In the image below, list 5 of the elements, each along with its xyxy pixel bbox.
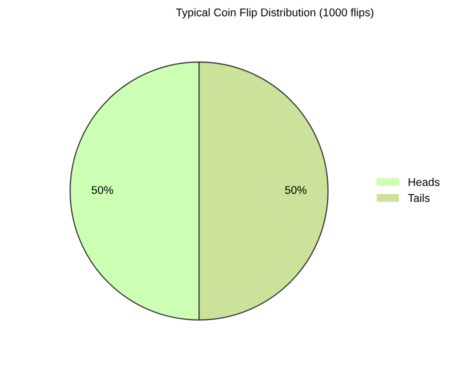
legend-label: Heads (408, 178, 440, 186)
data-label: 50% (92, 186, 114, 194)
chart-title: Typical Coin Flip Distribution (1000 flips) (176, 8, 374, 19)
data-label: 50% (285, 186, 306, 194)
legend-label: Tails (408, 194, 430, 202)
